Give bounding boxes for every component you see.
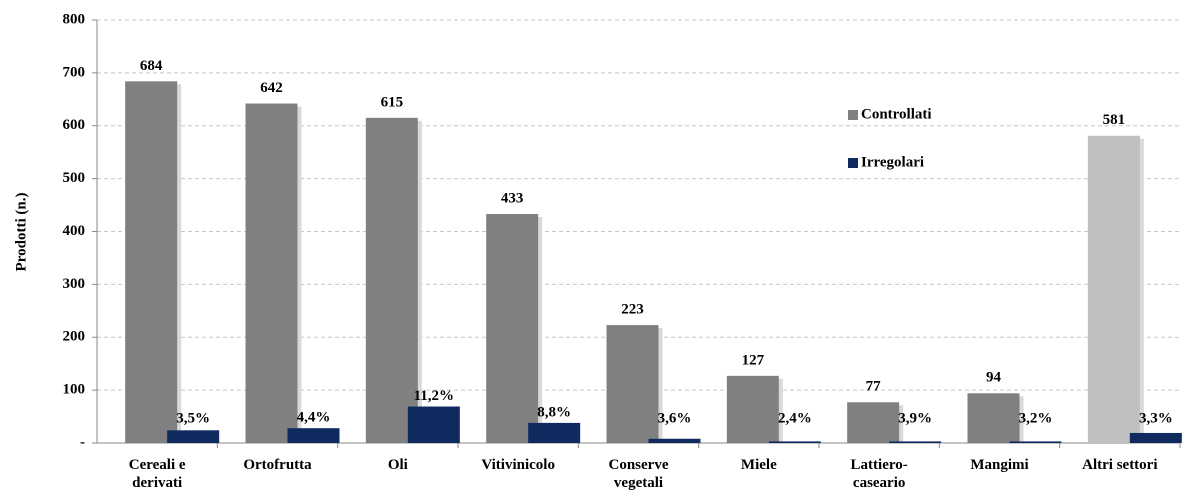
x-tick-label: Cereali e derivati bbox=[128, 457, 186, 491]
x-tick-label: Altri settori bbox=[1082, 457, 1158, 473]
annotation: 8,8% bbox=[537, 404, 571, 420]
legend-swatch bbox=[848, 110, 858, 120]
value-label: 642 bbox=[260, 80, 283, 96]
y-tick-label: 100 bbox=[63, 382, 86, 398]
value-label: 127 bbox=[742, 352, 765, 368]
bar bbox=[407, 406, 460, 443]
bar bbox=[1009, 441, 1062, 443]
y-axis-label: Prodotti (n.) bbox=[13, 193, 29, 272]
bar bbox=[245, 103, 298, 443]
x-tick-label: Miele bbox=[740, 457, 777, 473]
bar bbox=[528, 422, 581, 443]
value-label: 581 bbox=[1103, 112, 1126, 128]
annotation: 3,2% bbox=[1019, 410, 1053, 426]
y-tick-label: 300 bbox=[63, 276, 86, 292]
bar bbox=[125, 81, 178, 444]
bar bbox=[486, 214, 539, 443]
annotation: 3,5% bbox=[176, 410, 210, 426]
y-tick-label: - bbox=[80, 434, 85, 450]
bar bbox=[167, 430, 220, 443]
annotation: 3,6% bbox=[658, 410, 692, 426]
bar bbox=[889, 441, 942, 443]
bar bbox=[967, 393, 1020, 443]
value-label: 433 bbox=[501, 190, 524, 206]
y-tick-label: 400 bbox=[63, 223, 86, 239]
x-tick-label: Vitivinicolo bbox=[481, 457, 555, 473]
value-label: 684 bbox=[140, 58, 163, 74]
x-tick-label: Oli bbox=[387, 457, 408, 473]
bar bbox=[287, 428, 340, 443]
bar bbox=[648, 438, 701, 443]
x-tick-label: Ortofrutta bbox=[243, 457, 312, 473]
x-tick-label: Mangimi bbox=[970, 457, 1029, 473]
y-tick-label: 600 bbox=[63, 117, 86, 133]
annotation: 2,4% bbox=[778, 410, 812, 426]
legend-label: Irregolari bbox=[861, 154, 924, 170]
bar bbox=[726, 375, 779, 443]
legend-label: Controllati bbox=[861, 106, 932, 122]
x-tick-label: Conserve vegetali bbox=[608, 457, 669, 491]
annotation: 11,2% bbox=[414, 388, 454, 404]
bar bbox=[606, 325, 659, 443]
y-tick-label: 500 bbox=[63, 170, 86, 186]
annotation: 3,9% bbox=[898, 410, 932, 426]
bar bbox=[847, 402, 900, 443]
bar bbox=[1087, 135, 1140, 443]
annotation: 3,3% bbox=[1139, 410, 1173, 426]
value-label: 615 bbox=[381, 94, 404, 110]
value-label: 94 bbox=[986, 370, 1002, 386]
bar bbox=[1129, 432, 1182, 443]
x-tick-label: Lattiero- caseario bbox=[850, 457, 908, 491]
bar bbox=[365, 117, 418, 443]
bar bbox=[768, 441, 821, 443]
legend-swatch bbox=[848, 158, 858, 168]
value-label: 77 bbox=[866, 379, 882, 395]
value-label: 223 bbox=[621, 302, 644, 318]
y-tick-label: 700 bbox=[63, 64, 86, 80]
y-tick-label: 200 bbox=[63, 329, 86, 345]
annotation: 4,4% bbox=[297, 410, 331, 426]
y-tick-label: 800 bbox=[63, 11, 86, 27]
